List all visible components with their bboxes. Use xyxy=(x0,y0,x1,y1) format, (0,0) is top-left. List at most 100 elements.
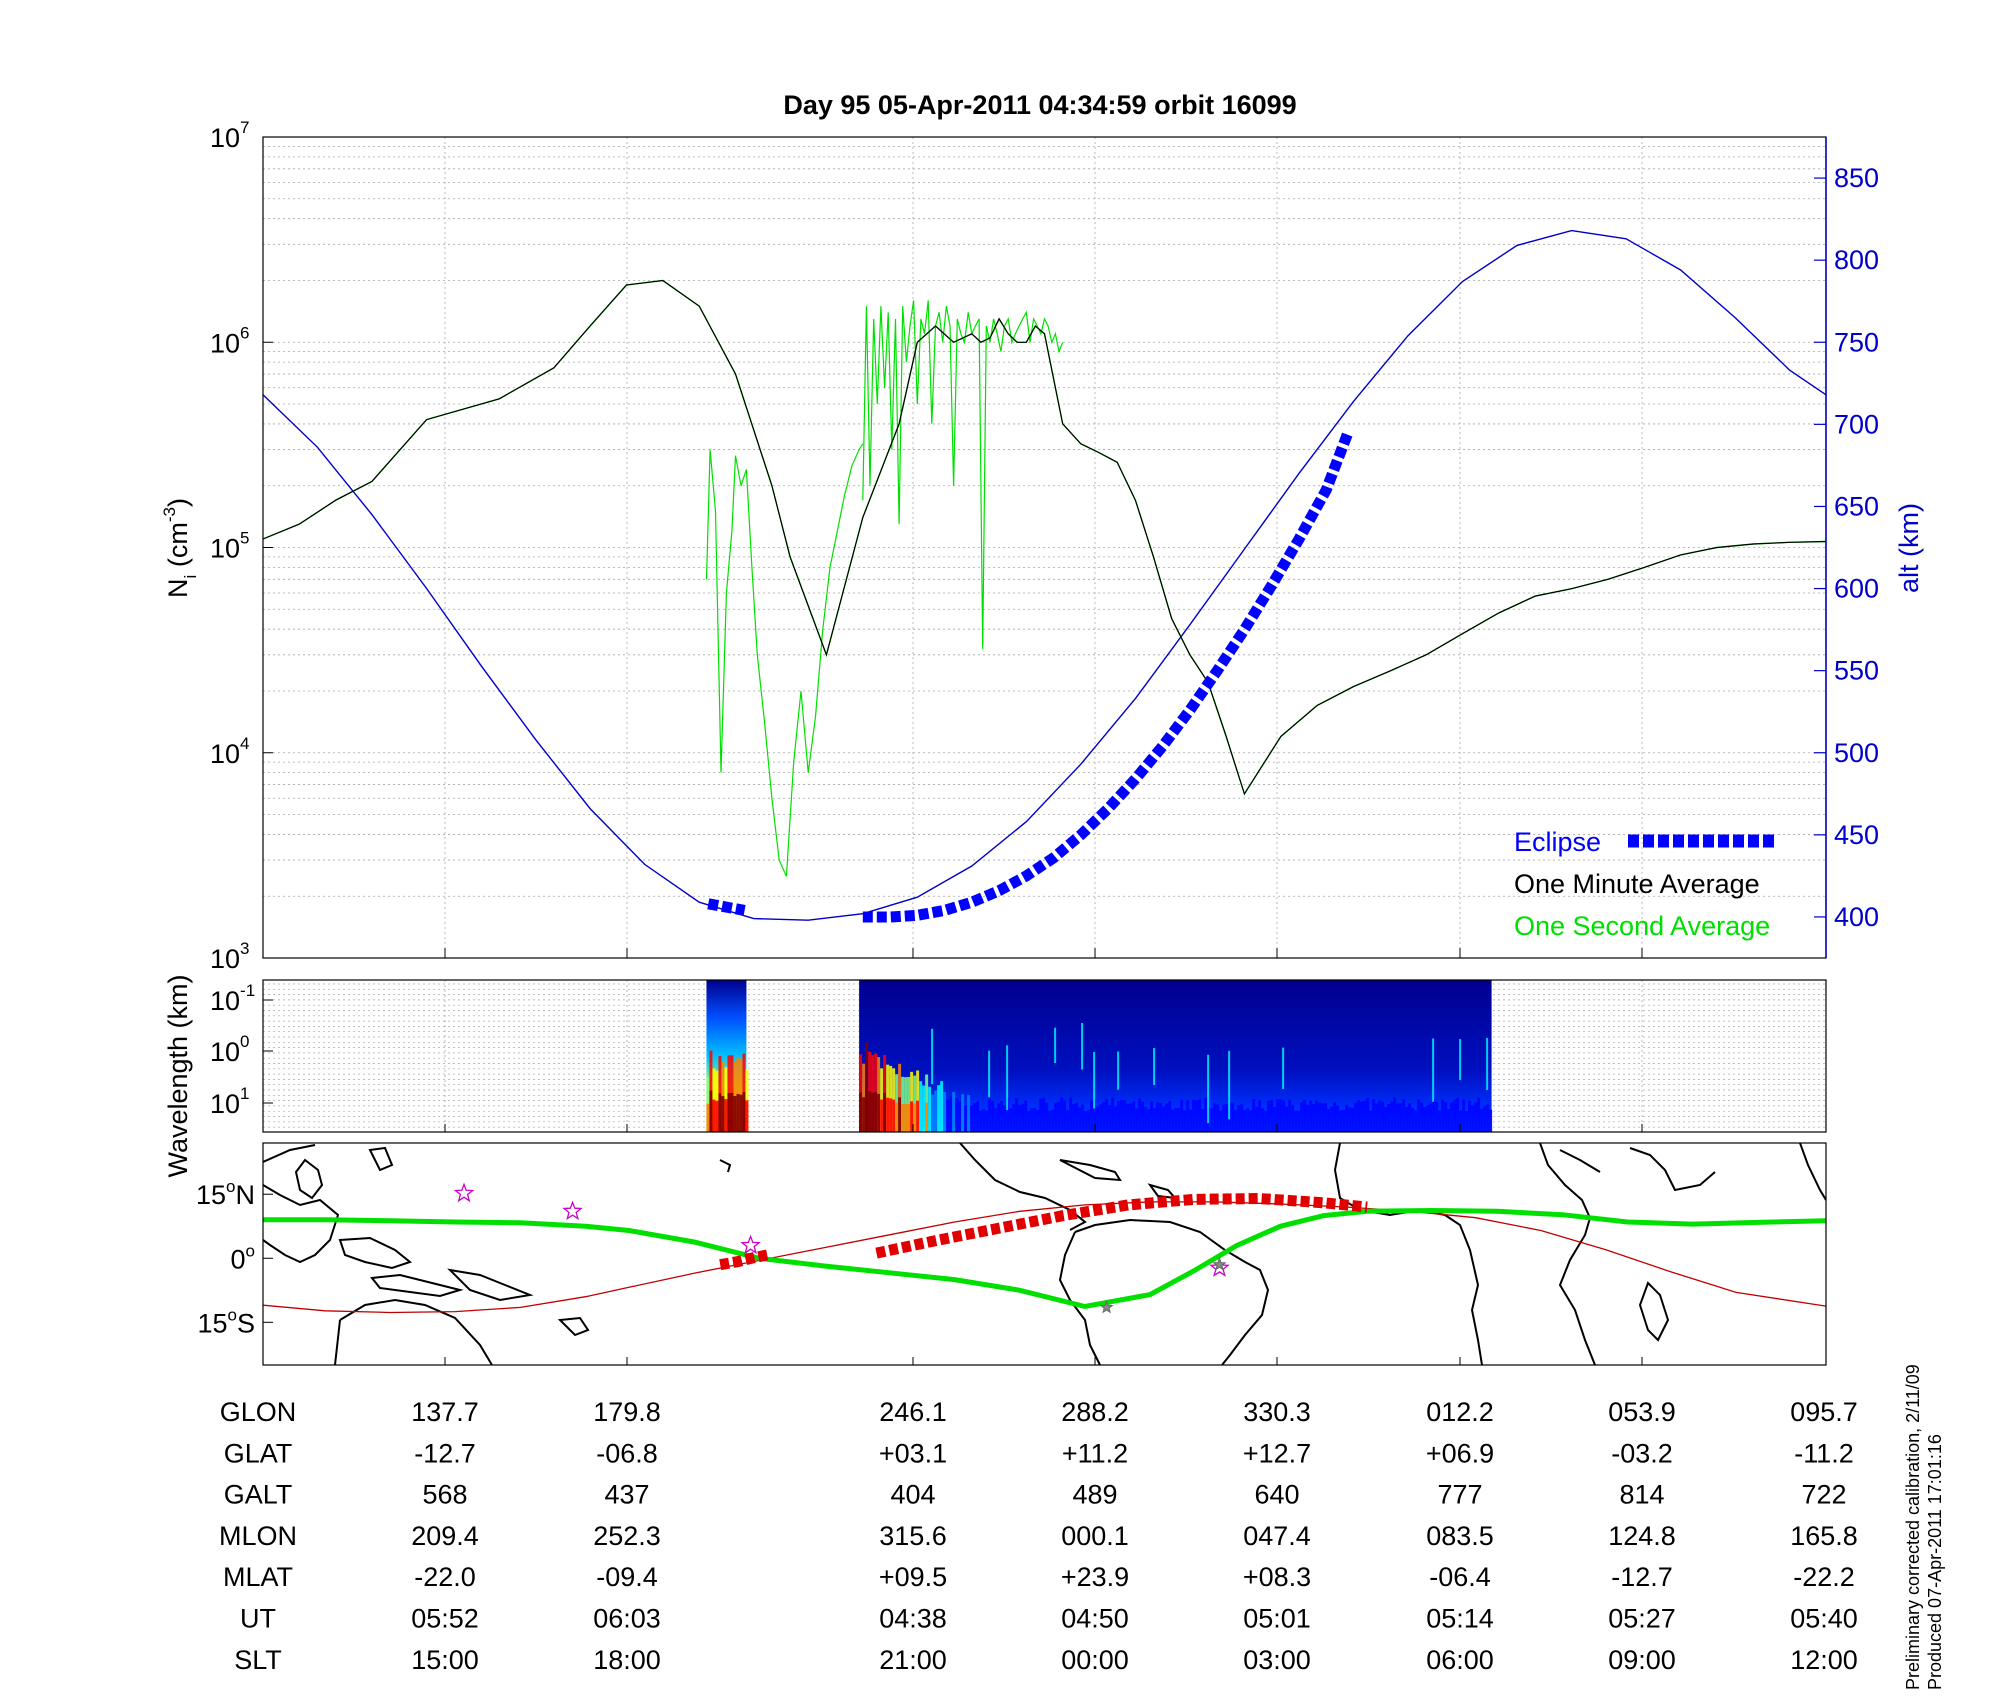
spectrogram-cell xyxy=(1375,1103,1379,1132)
spectrogram-cell xyxy=(1300,1102,1304,1132)
produced-note: Produced 07-Apr-2011 17:01:16 xyxy=(1925,1434,1945,1690)
spectrogram-cell xyxy=(1117,1051,1120,1090)
map-eclipse-series xyxy=(719,1192,1368,1271)
spectrogram-cell xyxy=(1069,1097,1073,1132)
table-cell: 404 xyxy=(890,1480,935,1510)
table-cell: 04:38 xyxy=(879,1604,947,1634)
spectrogram-cell xyxy=(1399,1103,1403,1132)
wavelength-tick-label: 101 xyxy=(210,1084,250,1119)
spectrogram-cell xyxy=(1051,1109,1055,1132)
spectrogram-cell xyxy=(1189,1109,1193,1132)
spectrogram-cell xyxy=(1291,1104,1295,1132)
spectrogram-cell xyxy=(1129,1103,1133,1132)
spectrogram-cell xyxy=(1270,1099,1274,1132)
table-cell: 246.1 xyxy=(879,1397,947,1427)
spectrogram-cell xyxy=(1111,1097,1115,1132)
table-cell: +06.9 xyxy=(1426,1438,1494,1468)
row-label: MLON xyxy=(219,1521,297,1551)
spectrogram-cell xyxy=(1006,1045,1009,1111)
spectrogram-cell xyxy=(1477,1097,1481,1132)
spectrogram-cell xyxy=(1075,1102,1079,1132)
spectrogram-cell xyxy=(997,1103,1001,1132)
spectrogram-cell xyxy=(1102,1101,1106,1132)
spectrogram-cell xyxy=(1195,1100,1199,1132)
one-second-line xyxy=(705,443,864,877)
eclipse-line xyxy=(707,898,746,916)
spectrogram-cell xyxy=(1234,1110,1238,1132)
spectrogram-cell xyxy=(1156,1102,1160,1132)
spectrogram-cell xyxy=(1396,1103,1400,1132)
altitude-tick-label: 700 xyxy=(1834,409,1879,439)
spectrogram-cell xyxy=(1072,1104,1076,1132)
spectrogram-cell xyxy=(1204,1097,1208,1132)
spectrogram-cell xyxy=(949,1096,953,1132)
density-tick-label: 107 xyxy=(210,118,250,153)
spectrogram-cell xyxy=(1246,1108,1250,1132)
spectrogram-cell xyxy=(1159,1102,1163,1132)
table-cell: 777 xyxy=(1437,1480,1482,1510)
table-cell: -06.4 xyxy=(1429,1562,1491,1592)
spectrogram-cell xyxy=(1009,1108,1013,1132)
track-marker xyxy=(1212,1257,1227,1271)
spectrogram-cell xyxy=(1192,1099,1196,1132)
spectrogram-cell xyxy=(1345,1104,1349,1132)
spectrogram-cell xyxy=(718,1093,722,1132)
spectrogram-cell xyxy=(1462,1099,1466,1132)
density-ylabel: Ni (cm-3) xyxy=(160,498,200,598)
spectrogram-cell xyxy=(1366,1097,1370,1132)
spectrogram-cell xyxy=(1282,1100,1286,1132)
table-cell: 00:00 xyxy=(1061,1645,1129,1675)
spectrogram-cell xyxy=(874,1092,878,1132)
altitude-tick-label: 800 xyxy=(1834,245,1879,275)
spectrogram-cell xyxy=(1468,1100,1472,1132)
spectrogram-cell xyxy=(931,1028,934,1085)
spectrogram-cell xyxy=(907,1103,911,1132)
spectrogram-cell xyxy=(928,1086,932,1132)
spectrogram-cell xyxy=(1324,1103,1328,1132)
spectrogram-cell xyxy=(883,1092,887,1132)
spectrogram-cell xyxy=(973,1102,977,1132)
spectrogram-cell xyxy=(991,1101,995,1132)
spectrogram-cell xyxy=(1057,1101,1061,1132)
spectrogram-cell xyxy=(1303,1099,1307,1132)
spectrogram-cell xyxy=(1360,1101,1364,1132)
table-cell: 124.8 xyxy=(1608,1521,1676,1551)
spectrogram-cell xyxy=(1162,1106,1166,1132)
spectrogram-cell xyxy=(1177,1108,1181,1132)
spectrogram-cell xyxy=(916,1100,920,1132)
coastlines xyxy=(263,1143,1826,1365)
spectrogram-cell xyxy=(976,1101,980,1132)
spectrogram-cell xyxy=(1417,1099,1421,1132)
density-grid xyxy=(263,137,1826,959)
spectrogram-cell xyxy=(1222,1104,1226,1132)
spectrogram-cell xyxy=(1444,1101,1448,1132)
altitude-tick-label: 600 xyxy=(1834,574,1879,604)
spectrogram-cell xyxy=(1423,1107,1427,1132)
spectrogram-cell xyxy=(1105,1098,1109,1132)
altitude-tick-label: 850 xyxy=(1834,163,1879,193)
legend-eclipse: Eclipse xyxy=(1514,827,1601,857)
spectrogram-cell xyxy=(1252,1099,1256,1132)
altitude-tick-label: 750 xyxy=(1834,327,1879,357)
table-cell: 315.6 xyxy=(879,1521,947,1551)
spectrogram-cell xyxy=(979,1110,983,1132)
spectrogram-ticks: 10-1 100 101 xyxy=(210,981,1643,1132)
table-cell: 083.5 xyxy=(1426,1521,1494,1551)
table-cell: -12.7 xyxy=(1611,1562,1673,1592)
spectrogram-cell xyxy=(1012,1104,1016,1132)
spectrogram-cell xyxy=(1450,1102,1454,1132)
spectrogram-cell xyxy=(934,1090,938,1132)
density-panel: 103 104 105 106 107 400 450 500 550 600 650 700 750 8… xyxy=(160,118,1924,974)
spectrogram-cell xyxy=(1474,1102,1478,1132)
spectrogram-cell xyxy=(1150,1101,1154,1132)
table-cell: 814 xyxy=(1619,1480,1664,1510)
spectrogram-cell xyxy=(904,1104,908,1132)
spectrogram-cell xyxy=(745,1100,749,1132)
spectrogram-cell xyxy=(1090,1100,1094,1132)
spectrogram-cell xyxy=(1276,1099,1280,1132)
spectrogram-cell xyxy=(1228,1050,1231,1120)
table-cell: 05:52 xyxy=(411,1604,479,1634)
table-cell: -11.2 xyxy=(1794,1438,1854,1468)
spectrogram-cell xyxy=(1348,1107,1352,1132)
spectrogram-cell xyxy=(739,1094,743,1132)
